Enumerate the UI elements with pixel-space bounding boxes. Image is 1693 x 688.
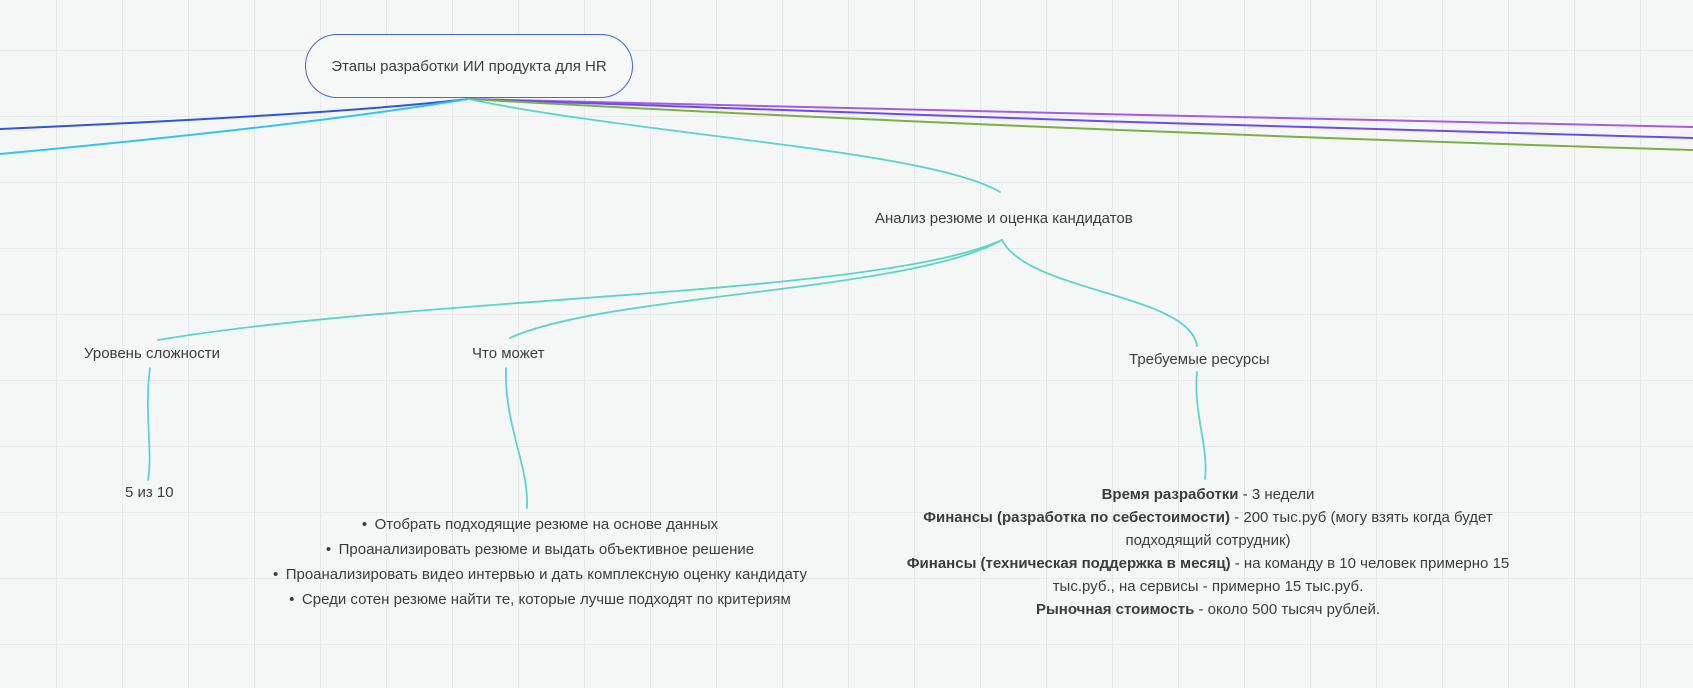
resource-detail-term: Финансы (разработка по себестоимости): [923, 509, 1231, 526]
node-required-resources[interactable]: Требуемые ресурсы: [1129, 351, 1270, 368]
node-complexity-level[interactable]: Уровень сложности: [84, 345, 220, 362]
node-resources-label: Требуемые ресурсы: [1129, 351, 1270, 368]
edge-branch-to-resources[interactable]: [1001, 239, 1198, 347]
node-resources-details[interactable]: Время разработки - 3 недели Финансы (раз…: [900, 483, 1516, 621]
resource-detail-line: Финансы (разработка по себестоимости) - …: [900, 506, 1516, 552]
edge-branch-to-complexity[interactable]: [157, 239, 1003, 341]
edge-root-right-violet[interactable]: [467, 98, 1693, 128]
resource-detail-term: Финансы (техническая поддержка в месяц): [906, 555, 1231, 572]
resource-detail-text: - 3 недели: [1238, 486, 1315, 503]
edge-complexity-to-score[interactable]: [146, 367, 151, 481]
edge-root-to-branch[interactable]: [467, 98, 1001, 193]
branch-node-label: Анализ резюме и оценка кандидатов: [875, 210, 1133, 227]
resource-detail-text: - 200 тыс.руб (могу взять когда будет по…: [1125, 509, 1493, 549]
resource-detail-term: Рыночная стоимость: [1035, 601, 1195, 618]
edge-capabilities-to-list[interactable]: [505, 367, 528, 509]
root-node-label: Этапы разработки ИИ продукта для HR: [331, 57, 607, 75]
resource-detail-term: Время разработки: [1101, 486, 1239, 503]
capability-item: Среди сотен резюме найти те, которые луч…: [248, 587, 832, 612]
resource-detail-text: - на команду в 10 человек примерно 15 ты…: [1052, 555, 1510, 595]
node-complexity-score[interactable]: 5 из 10: [125, 484, 174, 501]
capability-item: Проанализировать видео интервью и дать к…: [248, 562, 832, 587]
root-node[interactable]: Этапы разработки ИИ продукта для HR: [305, 34, 633, 98]
edge-root-right-green[interactable]: [467, 98, 1693, 151]
edge-root-right-purple[interactable]: [467, 98, 1693, 139]
edge-resources-to-details[interactable]: [1195, 371, 1207, 480]
edge-branch-to-capabilities[interactable]: [509, 239, 1003, 339]
node-capabilities-list[interactable]: Отобрать подходящие резюме на основе дан…: [248, 512, 832, 612]
node-capabilities[interactable]: Что может: [472, 345, 544, 362]
complexity-score-value: 5 из 10: [125, 484, 174, 501]
capability-item: Проанализировать резюме и выдать объекти…: [248, 537, 832, 562]
resource-detail-text: - около 500 тысяч рублей.: [1194, 601, 1381, 618]
node-capabilities-label: Что может: [472, 345, 545, 362]
resource-detail-line: Финансы (техническая поддержка в месяц) …: [900, 552, 1516, 598]
node-complexity-label: Уровень сложности: [84, 345, 220, 362]
capability-item: Отобрать подходящие резюме на основе дан…: [248, 512, 832, 537]
branch-node-resume-analysis[interactable]: Анализ резюме и оценка кандидатов: [875, 210, 1133, 227]
resource-detail-line: Рыночная стоимость - около 500 тысяч руб…: [900, 598, 1516, 621]
edge-root-left-blue[interactable]: [0, 98, 469, 130]
resource-detail-line: Время разработки - 3 недели: [900, 483, 1516, 506]
edge-root-left-cyan[interactable]: [0, 98, 469, 155]
